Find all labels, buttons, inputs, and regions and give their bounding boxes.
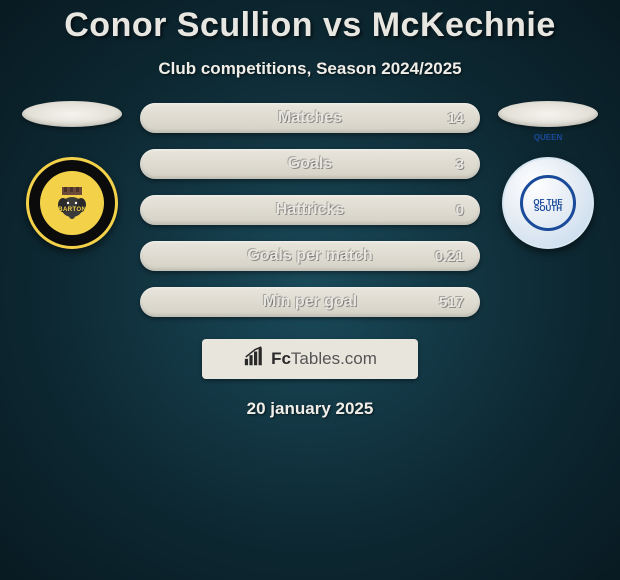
right-crest-top-text: QUEEN [502, 133, 594, 142]
stat-label: Goals [288, 155, 332, 173]
stat-value: 0.21 [435, 248, 464, 265]
stat-row-goals-per-match: Goals per match 0.21 [140, 241, 480, 271]
left-crest-text: DUMBARTON F.C. [26, 207, 118, 213]
bar-chart-icon [243, 346, 265, 373]
stat-label: Matches [278, 109, 342, 127]
right-side: OF THE QUEEN SOUTH [488, 101, 608, 219]
subtitle: Club competitions, Season 2024/2025 [0, 59, 620, 79]
comparison-row: DUMBARTON F.C. Matches 14 Goals 3 Hattri… [0, 101, 620, 317]
left-crest-wrap: DUMBARTON F.C. [26, 127, 118, 219]
stat-row-matches: Matches 14 [140, 103, 480, 133]
brand-text: FcTables.com [271, 349, 377, 369]
stat-row-hattricks: Hattricks 0 [140, 195, 480, 225]
left-side: DUMBARTON F.C. [12, 101, 132, 219]
brand-prefix: Fc [271, 349, 291, 368]
stat-value: 3 [456, 156, 464, 173]
right-crest-wrap: OF THE QUEEN SOUTH [502, 127, 594, 219]
left-crest-inner [40, 171, 104, 235]
stat-value: 14 [447, 110, 464, 127]
brand-badge[interactable]: FcTables.com [202, 339, 418, 379]
stat-value: 517 [439, 294, 464, 311]
stat-label: Min per goal [263, 293, 357, 311]
player-right-avatar-placeholder [498, 101, 598, 127]
stat-label: Goals per match [247, 247, 372, 265]
date-text: 20 january 2025 [0, 399, 620, 419]
stat-value: 0 [456, 202, 464, 219]
stats-column: Matches 14 Goals 3 Hattricks 0 Goals per… [140, 101, 480, 317]
right-team-crest: OF THE [502, 157, 594, 249]
right-crest-bot-text: SOUTH [502, 204, 594, 213]
stat-row-min-per-goal: Min per goal 517 [140, 287, 480, 317]
stat-label: Hattricks [276, 201, 344, 219]
comparison-card: Conor Scullion vs McKechnie Club competi… [0, 0, 620, 580]
left-team-crest [26, 157, 118, 249]
stat-row-goals: Goals 3 [140, 149, 480, 179]
right-crest-inner: OF THE [520, 175, 576, 231]
brand-suffix: Tables.com [291, 349, 377, 368]
page-title: Conor Scullion vs McKechnie [0, 6, 620, 45]
player-left-avatar-placeholder [22, 101, 122, 127]
elephant-icon [52, 183, 92, 223]
